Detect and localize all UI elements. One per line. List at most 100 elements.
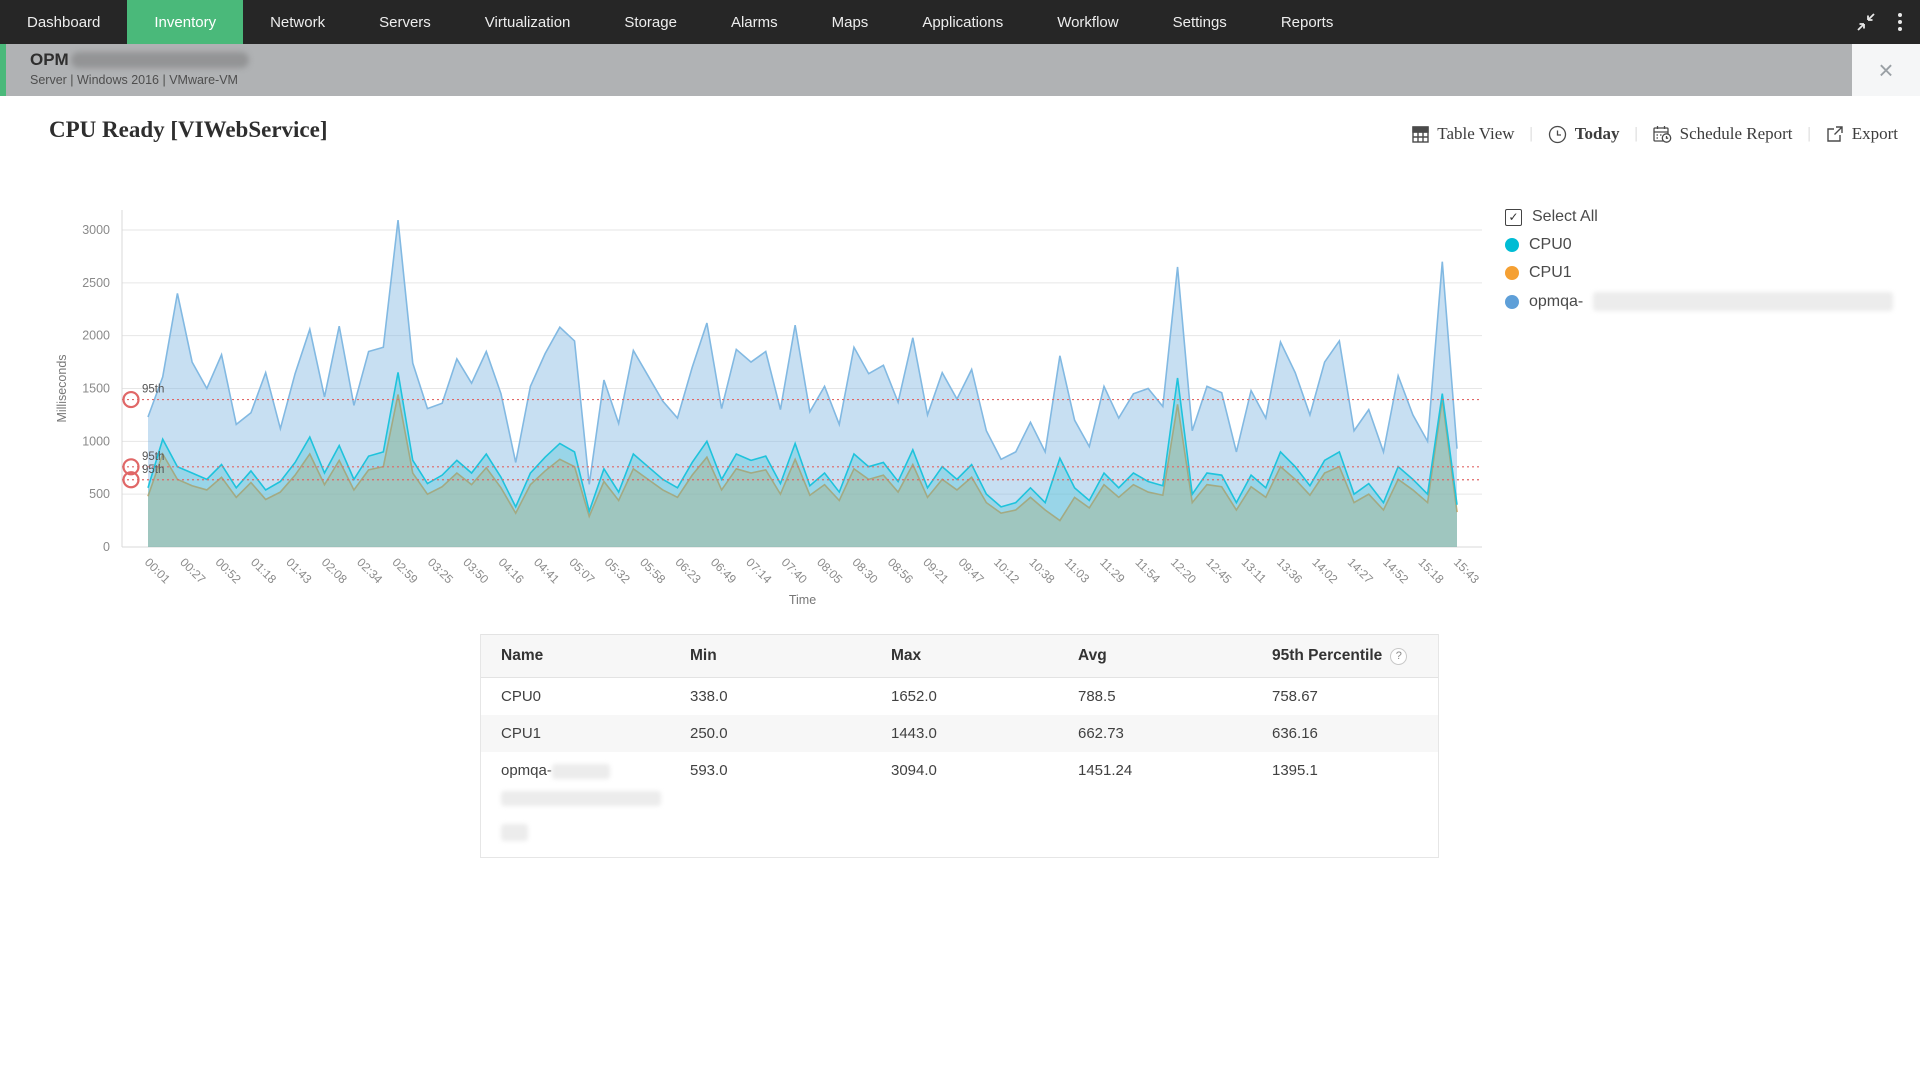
nav-item-workflow[interactable]: Workflow	[1057, 13, 1119, 31]
svg-text:10:12: 10:12	[991, 555, 1022, 586]
svg-text:01:43: 01:43	[283, 555, 314, 586]
more-options-icon[interactable]	[1894, 9, 1906, 35]
col-name: Name	[501, 647, 544, 664]
svg-text:Milliseconds: Milliseconds	[55, 354, 69, 422]
svg-text:500: 500	[89, 487, 110, 501]
device-banner: OPM Server | Windows 2016 | VMware-VM	[0, 44, 1852, 96]
nav-item-applications[interactable]: Applications	[922, 13, 1004, 31]
svg-text:11:03: 11:03	[1062, 555, 1093, 586]
svg-text:06:23: 06:23	[673, 555, 704, 586]
col-min: Min	[690, 647, 717, 664]
svg-text:00:01: 00:01	[142, 555, 173, 586]
table-row: CPU1 250.0 1443.0 662.73 636.16	[481, 715, 1438, 752]
svg-text:12:45: 12:45	[1203, 555, 1234, 586]
collapse-icon[interactable]	[1856, 12, 1876, 32]
statistics-table: Name Min Max Avg 95th Percentile ? CPU0 …	[480, 634, 1439, 858]
nav-item-network[interactable]: Network	[270, 13, 326, 31]
nav-item-maps[interactable]: Maps	[831, 13, 869, 31]
nav-item-settings[interactable]: Settings	[1172, 13, 1227, 31]
svg-text:02:59: 02:59	[390, 555, 421, 586]
nav-item-inventory[interactable]: Inventory	[127, 0, 244, 44]
nav-item-servers[interactable]: Servers	[379, 13, 431, 31]
svg-text:08:05: 08:05	[814, 555, 845, 586]
table-grid-icon	[1412, 125, 1429, 143]
export-icon	[1826, 125, 1844, 143]
svg-text:00:52: 00:52	[213, 555, 244, 586]
svg-text:14:02: 14:02	[1309, 555, 1340, 586]
device-name: OPM	[30, 50, 69, 69]
checkbox-checked-icon[interactable]: ✓	[1505, 208, 1522, 226]
redacted-vm-name	[501, 791, 661, 806]
col-avg: Avg	[1078, 647, 1107, 664]
svg-text:05:58: 05:58	[637, 555, 668, 586]
select-all-toggle[interactable]: ✓ Select All	[1505, 208, 1893, 226]
device-meta: Server | Windows 2016 | VMware-VM	[30, 73, 238, 87]
redacted-vm-name	[1593, 292, 1894, 311]
svg-text:3000: 3000	[82, 223, 110, 237]
close-icon[interactable]: ×	[1878, 55, 1894, 85]
svg-text:Time: Time	[789, 593, 816, 607]
svg-text:11:29: 11:29	[1097, 555, 1128, 586]
svg-text:95th: 95th	[142, 384, 164, 396]
col-max: Max	[891, 647, 922, 664]
svg-text:10:38: 10:38	[1026, 555, 1057, 586]
table-header-row: Name Min Max Avg 95th Percentile ?	[481, 634, 1438, 678]
svg-text:1000: 1000	[82, 434, 110, 448]
svg-text:03:25: 03:25	[425, 555, 456, 586]
svg-text:07:14: 07:14	[743, 555, 774, 586]
schedule-report-button[interactable]: Schedule Report	[1653, 124, 1793, 144]
svg-text:05:32: 05:32	[602, 555, 633, 586]
page-title: CPU Ready [VIWebService]	[49, 117, 328, 142]
legend-item-vm[interactable]: opmqa-	[1505, 292, 1894, 311]
nav-item-reports[interactable]: Reports	[1280, 13, 1334, 31]
calendar-clock-icon	[1653, 125, 1672, 144]
svg-text:13:36: 13:36	[1274, 555, 1305, 586]
svg-text:09:21: 09:21	[920, 555, 951, 586]
svg-text:03:50: 03:50	[460, 555, 491, 586]
svg-text:05:07: 05:07	[566, 555, 597, 586]
table-row: CPU0 338.0 1652.0 788.5 758.67	[501, 688, 1318, 705]
time-period-button[interactable]: Today	[1548, 124, 1619, 144]
svg-text:11:54: 11:54	[1132, 555, 1163, 586]
svg-text:95th: 95th	[142, 464, 164, 476]
nav-item-storage[interactable]: Storage	[624, 13, 677, 31]
legend-item-cpu1[interactable]: CPU1	[1505, 264, 1893, 282]
svg-text:13:11: 13:11	[1239, 555, 1270, 586]
nav-item-virtualization[interactable]: Virtualization	[484, 13, 571, 31]
table-view-button[interactable]: Table View	[1412, 124, 1515, 144]
export-button[interactable]: Export	[1826, 124, 1898, 144]
clock-icon	[1548, 125, 1567, 144]
svg-text:00:27: 00:27	[177, 555, 208, 586]
svg-text:1500: 1500	[82, 382, 110, 396]
svg-text:04:16: 04:16	[496, 555, 527, 586]
svg-text:15:18: 15:18	[1416, 555, 1447, 586]
svg-text:95th: 95th	[142, 451, 164, 463]
svg-text:12:20: 12:20	[1168, 555, 1199, 586]
svg-text:2000: 2000	[82, 329, 110, 343]
redacted-text	[501, 824, 528, 841]
svg-text:02:08: 02:08	[319, 555, 350, 586]
cpu-ready-chart[interactable]: 05001000150020002500300095th95th95th00:0…	[40, 200, 1520, 620]
series-dot-icon	[1505, 238, 1519, 252]
svg-text:08:56: 08:56	[885, 555, 916, 586]
svg-text:09:47: 09:47	[956, 555, 987, 586]
svg-text:02:34: 02:34	[354, 555, 385, 586]
redacted-vm-name	[551, 763, 610, 779]
report-toolbar: Table View | Today | Schedule	[1412, 124, 1898, 144]
nav-item-dashboard[interactable]: Dashboard	[27, 13, 101, 31]
help-icon[interactable]: ?	[1390, 647, 1408, 665]
nav-item-alarms[interactable]: Alarms	[730, 13, 778, 31]
svg-text:2500: 2500	[82, 276, 110, 290]
chart-area: 0 500 1000 1500 2000 2500 3000 95th 95th 95th 00:0…	[40, 200, 1520, 620]
series-dot-icon	[1505, 266, 1519, 280]
legend-item-cpu0[interactable]: CPU0	[1505, 236, 1893, 254]
redacted-device-name	[70, 52, 249, 68]
svg-text:15:43: 15:43	[1451, 555, 1482, 586]
chart-legend: ✓ Select All CPU0 CPU1 opmqa-	[1505, 208, 1894, 311]
svg-text:07:40: 07:40	[779, 555, 810, 586]
svg-text:06:49: 06:49	[708, 555, 739, 586]
top-nav: Dashboard Inventory Network Servers Virt…	[0, 0, 1920, 44]
banner-close-area: ×	[1852, 44, 1920, 96]
svg-text:01:18: 01:18	[248, 555, 279, 586]
